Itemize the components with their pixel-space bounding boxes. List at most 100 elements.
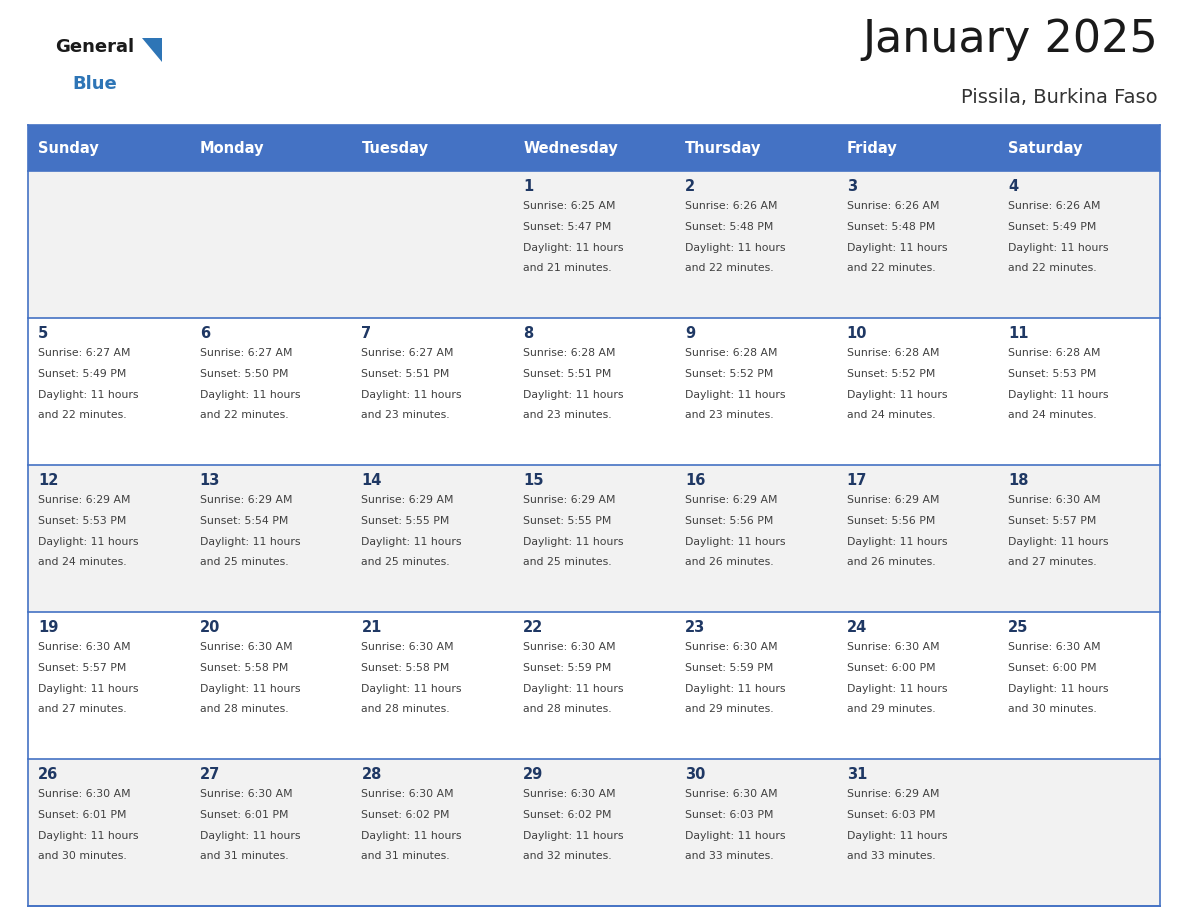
Bar xyxy=(29,318,190,465)
Text: Sunset: 6:00 PM: Sunset: 6:00 PM xyxy=(847,663,935,673)
Bar xyxy=(836,171,998,318)
Bar xyxy=(675,318,836,465)
Text: 15: 15 xyxy=(523,473,544,488)
Text: 24: 24 xyxy=(847,620,867,635)
Text: Tuesday: Tuesday xyxy=(361,140,429,155)
Text: 4: 4 xyxy=(1009,179,1018,194)
Text: Sunrise: 6:30 AM: Sunrise: 6:30 AM xyxy=(684,642,777,652)
Text: Sunset: 5:56 PM: Sunset: 5:56 PM xyxy=(684,516,773,526)
Bar xyxy=(998,612,1159,759)
Bar xyxy=(836,612,998,759)
Text: Sunset: 5:55 PM: Sunset: 5:55 PM xyxy=(523,516,612,526)
Text: Daylight: 11 hours: Daylight: 11 hours xyxy=(523,831,624,841)
Text: Daylight: 11 hours: Daylight: 11 hours xyxy=(523,243,624,253)
Text: Sunset: 5:53 PM: Sunset: 5:53 PM xyxy=(38,516,126,526)
Text: and 30 minutes.: and 30 minutes. xyxy=(1009,704,1097,714)
Text: Daylight: 11 hours: Daylight: 11 hours xyxy=(361,684,462,694)
Text: and 23 minutes.: and 23 minutes. xyxy=(684,410,773,420)
Text: Sunset: 5:56 PM: Sunset: 5:56 PM xyxy=(847,516,935,526)
Text: Daylight: 11 hours: Daylight: 11 hours xyxy=(1009,243,1108,253)
Text: Sunrise: 6:29 AM: Sunrise: 6:29 AM xyxy=(38,495,131,505)
Text: Sunrise: 6:29 AM: Sunrise: 6:29 AM xyxy=(684,495,777,505)
Text: Sunrise: 6:30 AM: Sunrise: 6:30 AM xyxy=(847,642,940,652)
Text: Daylight: 11 hours: Daylight: 11 hours xyxy=(684,390,785,400)
Text: Sunset: 5:59 PM: Sunset: 5:59 PM xyxy=(684,663,773,673)
Text: Sunset: 5:48 PM: Sunset: 5:48 PM xyxy=(847,222,935,232)
Bar xyxy=(352,759,513,906)
Bar xyxy=(513,759,675,906)
Text: 14: 14 xyxy=(361,473,381,488)
Text: 22: 22 xyxy=(523,620,543,635)
Text: Sunrise: 6:28 AM: Sunrise: 6:28 AM xyxy=(523,348,615,358)
Text: 19: 19 xyxy=(38,620,58,635)
Text: and 28 minutes.: and 28 minutes. xyxy=(523,704,612,714)
Text: Sunset: 5:53 PM: Sunset: 5:53 PM xyxy=(1009,369,1097,379)
Text: 31: 31 xyxy=(847,767,867,782)
Bar xyxy=(998,759,1159,906)
Text: Sunset: 5:57 PM: Sunset: 5:57 PM xyxy=(38,663,126,673)
Bar xyxy=(190,759,352,906)
Text: Wednesday: Wednesday xyxy=(523,140,618,155)
Polygon shape xyxy=(143,38,162,62)
Text: Daylight: 11 hours: Daylight: 11 hours xyxy=(684,537,785,547)
Text: 29: 29 xyxy=(523,767,543,782)
Text: Sunrise: 6:28 AM: Sunrise: 6:28 AM xyxy=(1009,348,1101,358)
Text: Daylight: 11 hours: Daylight: 11 hours xyxy=(1009,537,1108,547)
Text: Sunrise: 6:30 AM: Sunrise: 6:30 AM xyxy=(361,642,454,652)
Text: Sunset: 5:55 PM: Sunset: 5:55 PM xyxy=(361,516,450,526)
Bar xyxy=(998,465,1159,612)
Bar xyxy=(190,125,352,171)
Text: Sunrise: 6:30 AM: Sunrise: 6:30 AM xyxy=(200,642,292,652)
Text: Sunrise: 6:29 AM: Sunrise: 6:29 AM xyxy=(847,789,939,799)
Text: Daylight: 11 hours: Daylight: 11 hours xyxy=(523,537,624,547)
Text: Sunset: 5:59 PM: Sunset: 5:59 PM xyxy=(523,663,612,673)
Text: Sunrise: 6:26 AM: Sunrise: 6:26 AM xyxy=(1009,201,1101,211)
Text: Sunrise: 6:30 AM: Sunrise: 6:30 AM xyxy=(684,789,777,799)
Text: Sunrise: 6:30 AM: Sunrise: 6:30 AM xyxy=(1009,495,1101,505)
Bar xyxy=(675,465,836,612)
Bar xyxy=(352,125,513,171)
Text: January 2025: January 2025 xyxy=(862,18,1158,61)
Text: Sunrise: 6:26 AM: Sunrise: 6:26 AM xyxy=(847,201,939,211)
Text: Daylight: 11 hours: Daylight: 11 hours xyxy=(38,684,139,694)
Bar xyxy=(513,171,675,318)
Text: and 33 minutes.: and 33 minutes. xyxy=(684,851,773,861)
Text: and 24 minutes.: and 24 minutes. xyxy=(1009,410,1097,420)
Text: Sunset: 6:03 PM: Sunset: 6:03 PM xyxy=(684,810,773,820)
Text: and 22 minutes.: and 22 minutes. xyxy=(200,410,289,420)
Text: Sunrise: 6:30 AM: Sunrise: 6:30 AM xyxy=(523,789,615,799)
Bar xyxy=(29,465,190,612)
Text: Sunrise: 6:30 AM: Sunrise: 6:30 AM xyxy=(38,789,131,799)
Text: and 22 minutes.: and 22 minutes. xyxy=(38,410,127,420)
Text: Sunrise: 6:30 AM: Sunrise: 6:30 AM xyxy=(361,789,454,799)
Text: and 22 minutes.: and 22 minutes. xyxy=(847,263,935,273)
Text: 7: 7 xyxy=(361,326,372,341)
Text: and 23 minutes.: and 23 minutes. xyxy=(361,410,450,420)
Text: and 24 minutes.: and 24 minutes. xyxy=(38,557,127,567)
Text: Pissila, Burkina Faso: Pissila, Burkina Faso xyxy=(961,88,1158,107)
Text: Daylight: 11 hours: Daylight: 11 hours xyxy=(200,390,301,400)
Text: Daylight: 11 hours: Daylight: 11 hours xyxy=(523,684,624,694)
Text: and 32 minutes.: and 32 minutes. xyxy=(523,851,612,861)
Text: 5: 5 xyxy=(38,326,49,341)
Text: Sunrise: 6:30 AM: Sunrise: 6:30 AM xyxy=(523,642,615,652)
Text: Daylight: 11 hours: Daylight: 11 hours xyxy=(523,390,624,400)
Text: 11: 11 xyxy=(1009,326,1029,341)
Text: Sunset: 5:49 PM: Sunset: 5:49 PM xyxy=(1009,222,1097,232)
Bar xyxy=(190,318,352,465)
Bar xyxy=(675,171,836,318)
Text: and 22 minutes.: and 22 minutes. xyxy=(1009,263,1097,273)
Text: Sunrise: 6:27 AM: Sunrise: 6:27 AM xyxy=(200,348,292,358)
Text: and 28 minutes.: and 28 minutes. xyxy=(361,704,450,714)
Bar xyxy=(190,612,352,759)
Text: Sunset: 6:02 PM: Sunset: 6:02 PM xyxy=(523,810,612,820)
Text: and 31 minutes.: and 31 minutes. xyxy=(361,851,450,861)
Text: and 24 minutes.: and 24 minutes. xyxy=(847,410,935,420)
Text: and 22 minutes.: and 22 minutes. xyxy=(684,263,773,273)
Text: Sunset: 6:01 PM: Sunset: 6:01 PM xyxy=(38,810,126,820)
Text: and 23 minutes.: and 23 minutes. xyxy=(523,410,612,420)
Text: Sunset: 5:52 PM: Sunset: 5:52 PM xyxy=(684,369,773,379)
Text: Sunset: 5:48 PM: Sunset: 5:48 PM xyxy=(684,222,773,232)
Bar xyxy=(836,125,998,171)
Text: Sunset: 5:49 PM: Sunset: 5:49 PM xyxy=(38,369,126,379)
